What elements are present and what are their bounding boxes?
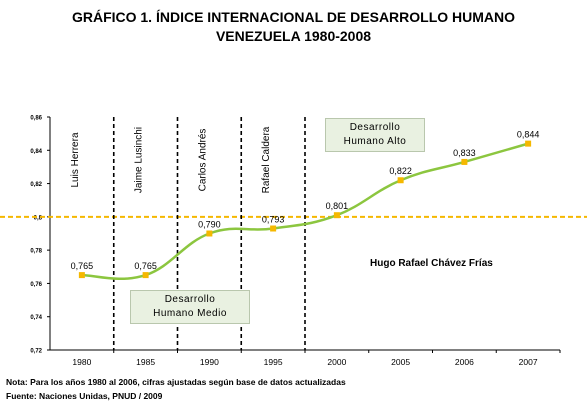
- y-tick-label: 0,82: [30, 182, 42, 188]
- data-label: 0,822: [389, 166, 412, 176]
- x-tick-label: 2007: [519, 357, 538, 367]
- data-label: 0,790: [198, 220, 221, 230]
- data-point: [142, 272, 149, 279]
- data-point: [206, 230, 213, 237]
- data-label: 0,801: [326, 201, 349, 211]
- data-label: 0,793: [262, 215, 285, 225]
- annotation-desarrollo-medio: Desarrollo Humano Medio: [130, 290, 250, 324]
- annotation-alto-line2: Humano Alto: [343, 136, 407, 147]
- period-label: Carlos Andrés: [197, 129, 208, 192]
- y-tick-label: 0,84: [30, 149, 42, 155]
- annotation-medio-line1: Desarrollo: [164, 294, 216, 305]
- data-point: [397, 177, 404, 184]
- data-label: 0,765: [134, 261, 157, 271]
- data-label: 0,844: [517, 130, 540, 140]
- data-point: [461, 158, 468, 165]
- x-tick-label: 1990: [200, 357, 219, 367]
- data-point: [333, 212, 340, 219]
- period-label: Luis Herrera: [70, 132, 81, 187]
- x-tick-label: 1985: [136, 357, 155, 367]
- chart-title: GRÁFICO 1. ÍNDICE INTERNACIONAL DE DESAR…: [71, 9, 516, 25]
- x-tick-label: 2006: [455, 357, 474, 367]
- x-tick-label: 1995: [264, 357, 283, 367]
- x-tick-label: 1980: [72, 357, 91, 367]
- x-tick-label: 2000: [327, 357, 346, 367]
- y-tick-label: 0,72: [30, 349, 42, 355]
- series-line: [81, 142, 529, 281]
- annotation-alto-line1: Desarrollo: [349, 122, 401, 133]
- y-tick-label: 0,8: [34, 215, 43, 221]
- annotation-chavez: Hugo Rafael Chávez Frías: [370, 258, 493, 269]
- period-label: Jaime Lusinchi: [134, 127, 145, 193]
- annotation-medio-line2: Humano Medio: [153, 308, 227, 319]
- y-tick-label: 0,78: [30, 249, 42, 255]
- data-point: [525, 140, 532, 147]
- data-label: 0,765: [71, 261, 94, 271]
- y-tick-label: 0,86: [30, 116, 42, 122]
- data-label: 0,833: [453, 148, 476, 158]
- footer-source: Fuente: Naciones Unidas, PNUD / 2009: [6, 391, 163, 401]
- footer-note: Nota: Para los años 1980 al 2006, cifras…: [6, 377, 346, 387]
- period-label: Rafael Caldera: [261, 126, 272, 193]
- x-tick-label: 2005: [391, 357, 410, 367]
- y-tick-label: 0,76: [30, 282, 42, 288]
- data-point: [78, 272, 85, 279]
- y-tick-label: 0,74: [30, 315, 42, 321]
- data-point: [270, 225, 277, 232]
- annotation-desarrollo-alto: Desarrollo Humano Alto: [325, 118, 425, 152]
- chart-subtitle: VENEZUELA 1980-2008: [215, 28, 372, 44]
